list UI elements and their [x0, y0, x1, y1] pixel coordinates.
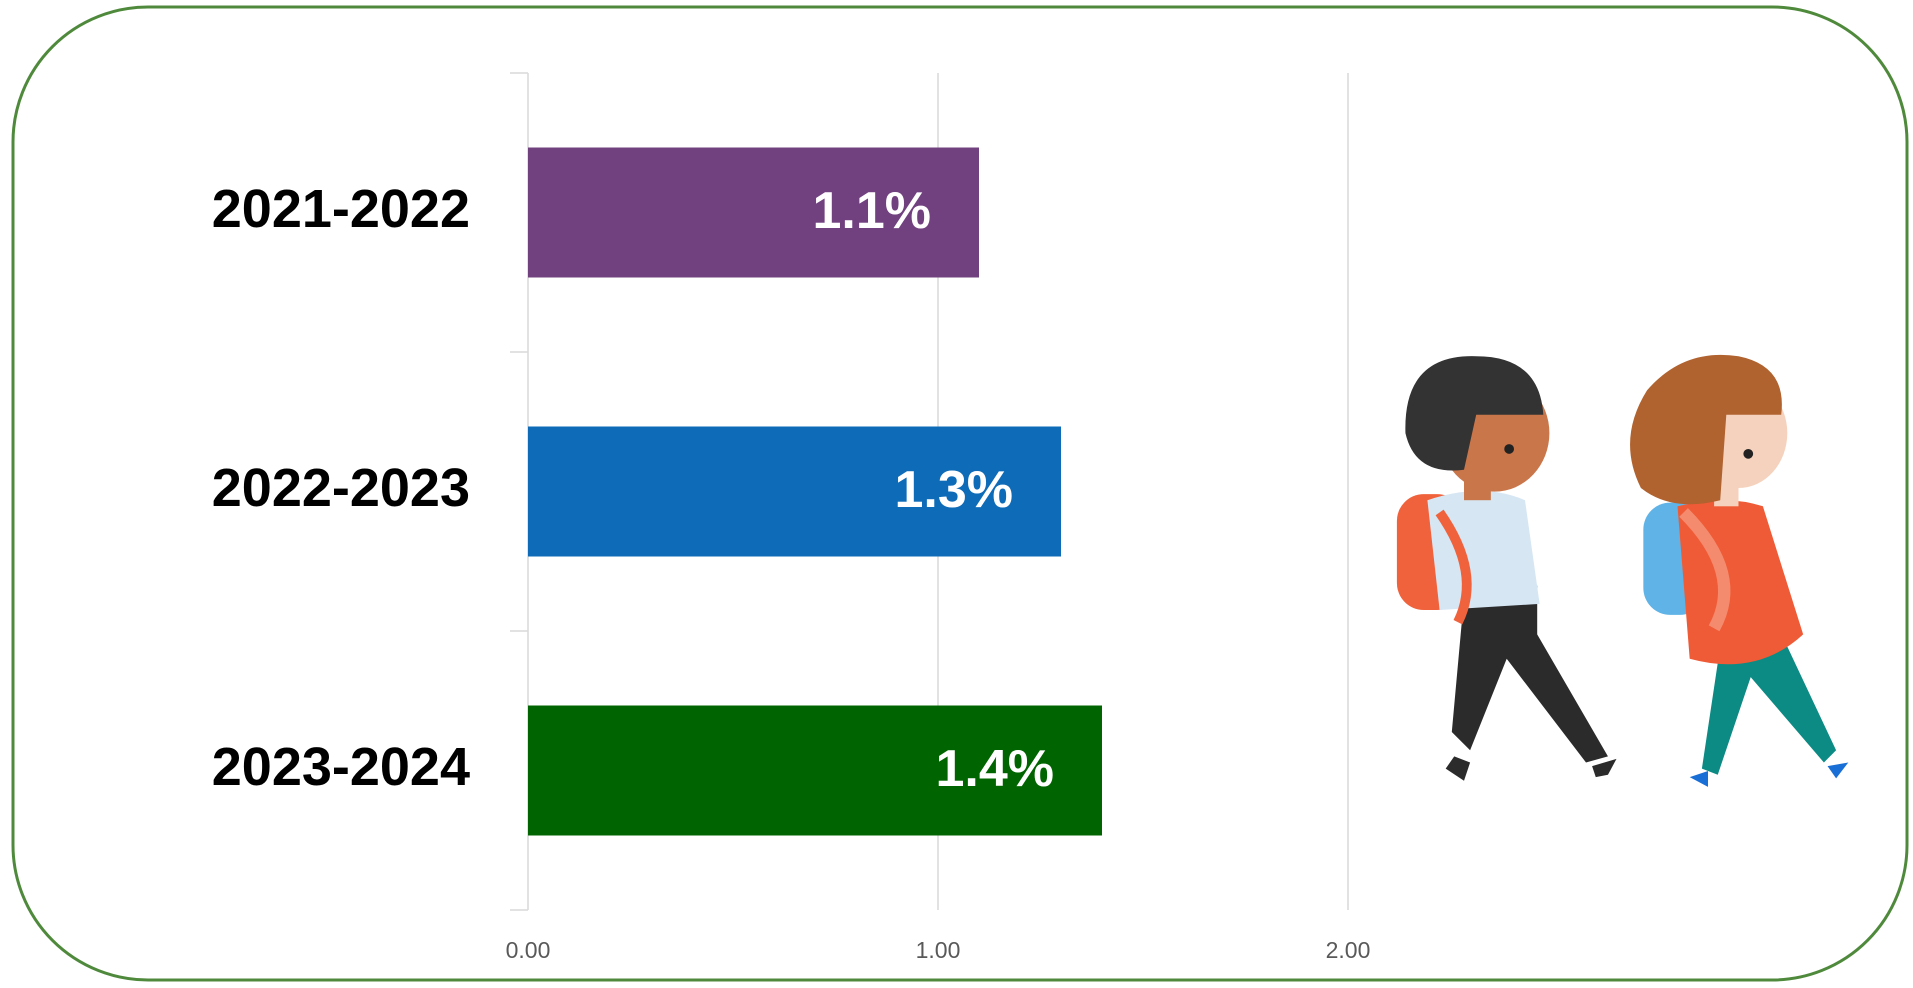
category-label: 2023-2024 — [212, 737, 470, 797]
x-tick-label: 1.00 — [916, 937, 961, 963]
x-tick-label: 0.00 — [506, 937, 551, 963]
category-label: 2022-2023 — [212, 458, 470, 518]
bar — [528, 426, 1061, 557]
kids-illustration — [1396, 354, 1849, 787]
value-label: 1.4% — [935, 740, 1054, 798]
bar — [528, 705, 1102, 836]
x-tick-label: 2.00 — [1326, 937, 1371, 963]
category-label: 2021-2022 — [212, 179, 470, 239]
bar — [528, 147, 979, 278]
value-label: 1.1% — [812, 182, 931, 240]
value-label: 1.3% — [894, 461, 1013, 519]
